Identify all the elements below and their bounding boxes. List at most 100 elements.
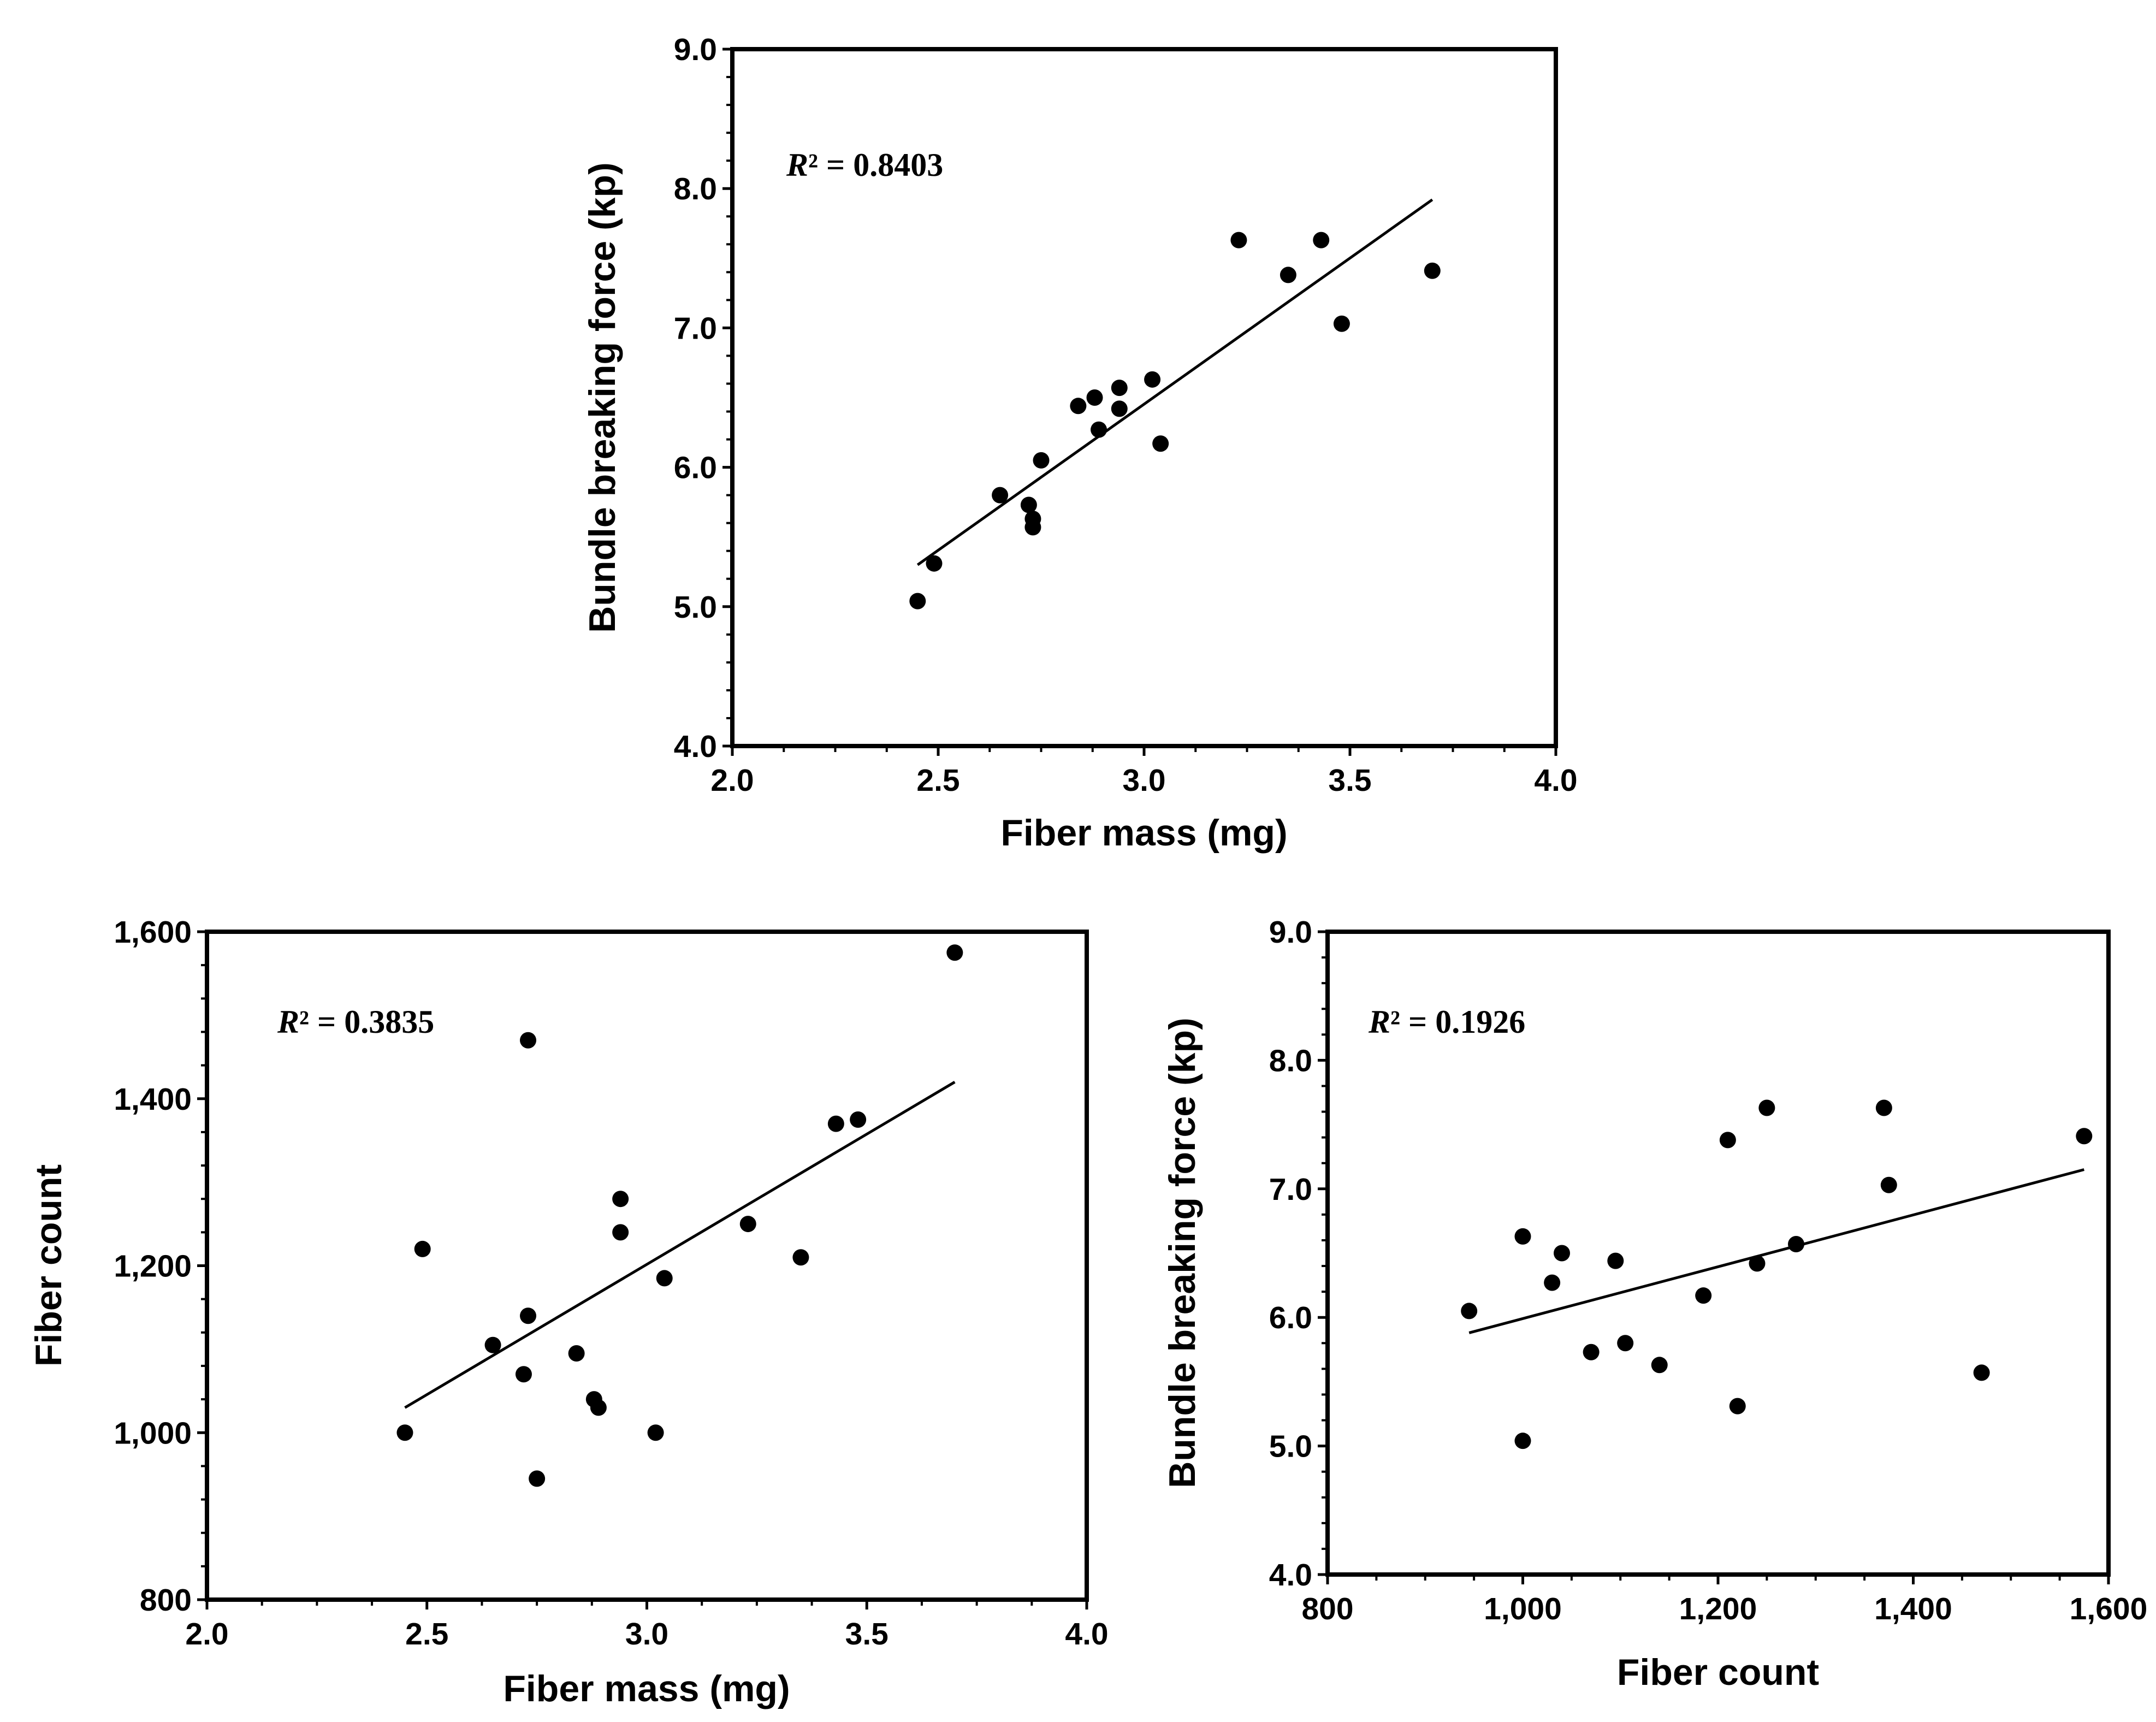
axis-ticks bbox=[197, 930, 1088, 1609]
data-point bbox=[2076, 1128, 2093, 1145]
data-point bbox=[1544, 1274, 1561, 1291]
data-point bbox=[520, 1032, 537, 1049]
trendline bbox=[916, 198, 1434, 566]
y-tick-label: 6.0 bbox=[674, 451, 717, 486]
x-axis-title: Fiber mass (mg) bbox=[1000, 812, 1287, 854]
r-squared-symbol: R bbox=[786, 147, 808, 183]
r-squared-label: R² = 0.3835 bbox=[277, 1004, 434, 1040]
y-tick-label: 1,600 bbox=[114, 915, 192, 950]
data-point bbox=[1583, 1344, 1600, 1360]
axis-ticks bbox=[1318, 930, 2110, 1584]
data-point bbox=[1719, 1132, 1736, 1149]
data-point bbox=[515, 1366, 532, 1383]
data-point bbox=[1230, 232, 1247, 248]
data-point bbox=[1749, 1255, 1766, 1272]
y-axis-title: Bundle breaking force (kp) bbox=[582, 162, 623, 632]
y-tick-labels: 4.0 5.0 6.0 7.0 8.0 9.0 bbox=[674, 32, 717, 764]
data-point bbox=[992, 487, 1009, 504]
x-tick-labels: 2.0 2.5 3.0 3.5 4.0 bbox=[710, 763, 1577, 798]
data-point bbox=[1424, 262, 1441, 279]
x-tick-label: 1,400 bbox=[1874, 1591, 1952, 1626]
data-point bbox=[1617, 1335, 1634, 1352]
y-tick-labels: 4.0 5.0 6.0 7.0 8.0 9.0 bbox=[1269, 915, 1312, 1593]
r-squared-value: ² = 0.3835 bbox=[299, 1004, 434, 1040]
data-point bbox=[1313, 232, 1330, 248]
x-tick-label: 3.5 bbox=[1328, 763, 1371, 798]
data-point bbox=[827, 1115, 844, 1132]
data-point bbox=[414, 1240, 431, 1257]
axis-ticks bbox=[722, 48, 1557, 756]
data-point bbox=[1024, 519, 1041, 536]
data-point bbox=[529, 1470, 546, 1487]
r-squared-label: R² = 0.8403 bbox=[786, 147, 943, 183]
x-tick-label: 2.5 bbox=[405, 1617, 448, 1652]
y-tick-label: 8.0 bbox=[674, 171, 717, 206]
data-point bbox=[568, 1345, 585, 1362]
x-tick-label: 1,200 bbox=[1679, 1591, 1757, 1626]
y-tick-label: 9.0 bbox=[1269, 915, 1312, 950]
y-tick-label: 5.0 bbox=[1269, 1429, 1312, 1464]
data-point bbox=[1651, 1357, 1668, 1374]
r-squared-label: R² = 0.1926 bbox=[1368, 1004, 1525, 1040]
x-tick-label: 2.0 bbox=[185, 1617, 228, 1652]
r-squared-value: ² = 0.1926 bbox=[1390, 1004, 1525, 1040]
y-tick-label: 6.0 bbox=[1269, 1300, 1312, 1335]
x-tick-label: 1,000 bbox=[1484, 1591, 1562, 1626]
y-tick-label: 1,400 bbox=[114, 1082, 192, 1117]
data-point bbox=[1111, 400, 1128, 417]
x-tick-labels: 800 1,000 1,200 1,400 1,600 bbox=[1301, 1591, 2147, 1626]
y-tick-label: 8.0 bbox=[1269, 1043, 1312, 1078]
x-tick-label: 3.5 bbox=[845, 1617, 889, 1652]
r-squared-symbol: R bbox=[277, 1004, 299, 1040]
data-points bbox=[1461, 1099, 2093, 1449]
data-point bbox=[1152, 435, 1169, 452]
data-point bbox=[1070, 398, 1087, 415]
x-tick-label: 2.5 bbox=[916, 763, 959, 798]
data-point bbox=[1333, 315, 1350, 332]
y-axis-title: Fiber count bbox=[28, 1164, 69, 1366]
chart-mass-vs-force: 4.0 5.0 6.0 7.0 8.0 9.0 2.0 2.5 3.0 3.5 4.0 R² = … bbox=[582, 32, 1578, 854]
data-point bbox=[1875, 1099, 1892, 1116]
data-point bbox=[656, 1270, 673, 1287]
chart-count-vs-force: 4.0 5.0 6.0 7.0 8.0 9.0 800 1,000 1,200 1,400 1,6… bbox=[1162, 915, 2147, 1693]
data-point bbox=[1144, 371, 1161, 388]
y-tick-label: 7.0 bbox=[674, 311, 717, 346]
data-point bbox=[792, 1249, 809, 1266]
x-tick-label: 4.0 bbox=[1534, 763, 1577, 798]
data-point bbox=[484, 1336, 501, 1353]
x-axis-title: Fiber mass (mg) bbox=[503, 1668, 790, 1709]
data-point bbox=[590, 1399, 607, 1416]
x-tick-label: 3.0 bbox=[625, 1617, 668, 1652]
x-tick-label: 1,600 bbox=[2070, 1591, 2148, 1626]
data-point bbox=[612, 1191, 629, 1208]
data-point bbox=[1607, 1252, 1624, 1269]
data-point bbox=[1729, 1398, 1746, 1415]
x-tick-label: 2.0 bbox=[710, 763, 754, 798]
data-point bbox=[1111, 380, 1128, 397]
data-point bbox=[1758, 1099, 1775, 1116]
data-point bbox=[1033, 452, 1050, 469]
y-tick-label: 7.0 bbox=[1269, 1172, 1312, 1207]
data-point bbox=[850, 1111, 867, 1128]
r-squared-symbol: R bbox=[1368, 1004, 1390, 1040]
data-point bbox=[647, 1424, 664, 1441]
x-tick-label: 4.0 bbox=[1065, 1617, 1108, 1652]
data-point bbox=[520, 1307, 537, 1324]
x-axis-title: Fiber count bbox=[1617, 1652, 1819, 1693]
data-point bbox=[1880, 1176, 1897, 1193]
data-point bbox=[1091, 421, 1107, 438]
data-point bbox=[612, 1224, 629, 1241]
data-point bbox=[1280, 267, 1296, 283]
y-tick-label: 1,000 bbox=[114, 1416, 192, 1451]
data-point bbox=[739, 1216, 756, 1233]
data-point bbox=[1695, 1287, 1712, 1304]
y-tick-label: 4.0 bbox=[674, 729, 717, 764]
y-tick-label: 4.0 bbox=[1269, 1558, 1312, 1593]
y-tick-labels: 800 1,000 1,200 1,400 1,600 bbox=[114, 915, 192, 1618]
r-squared-value: ² = 0.8403 bbox=[808, 147, 943, 183]
data-point bbox=[396, 1424, 413, 1441]
data-point bbox=[1554, 1245, 1570, 1262]
trendline bbox=[1468, 1168, 2084, 1334]
